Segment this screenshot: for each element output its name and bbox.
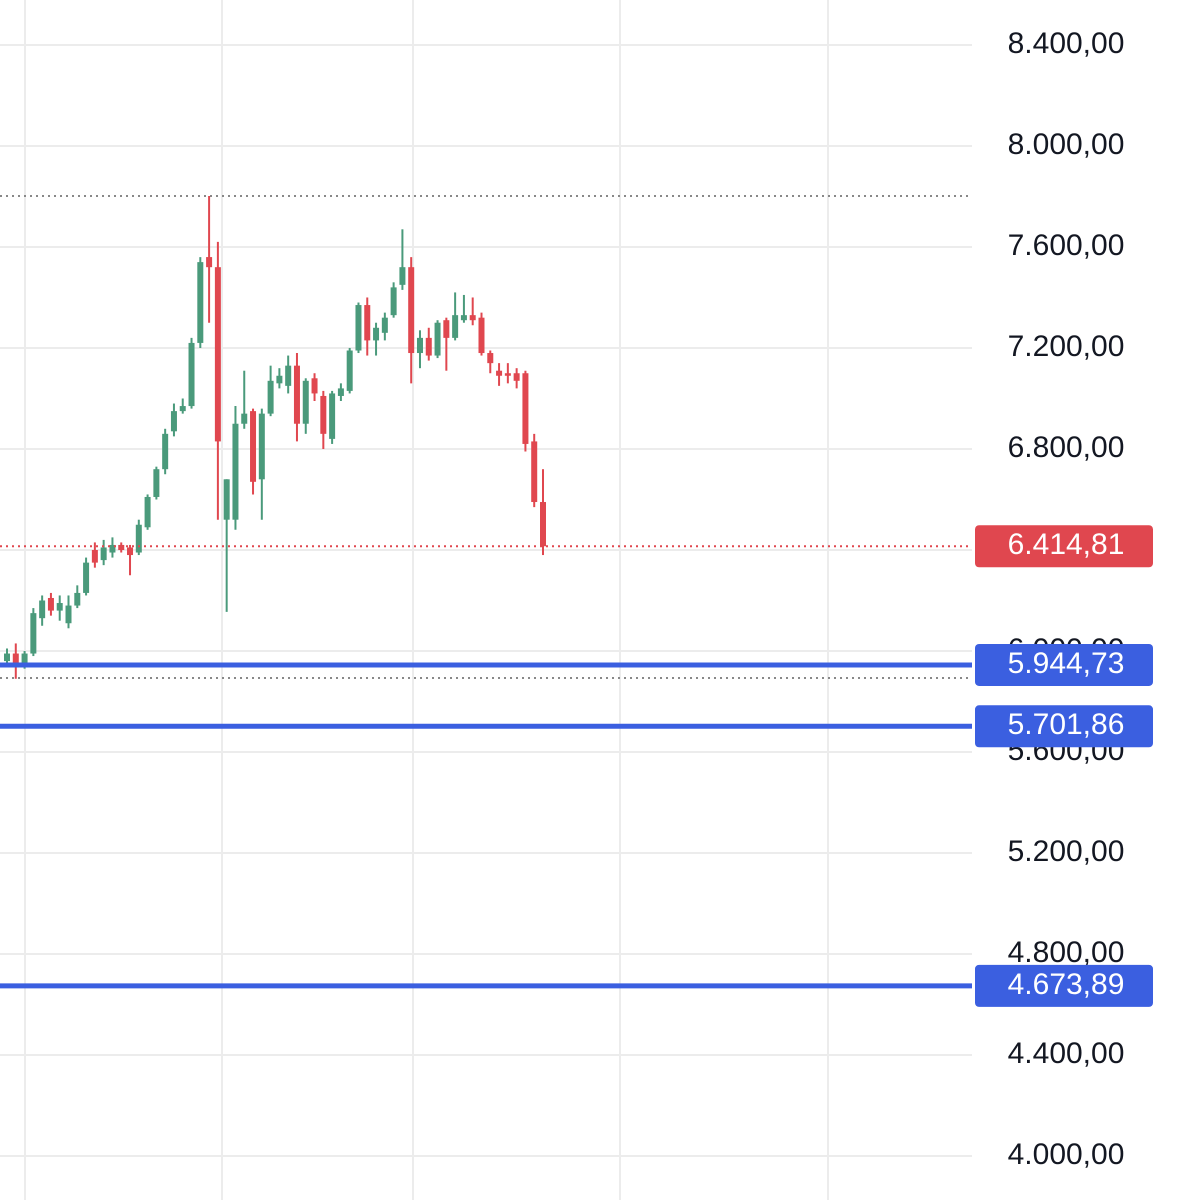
candle-body — [258, 413, 265, 480]
candle-body — [452, 315, 459, 338]
candle-body — [425, 337, 432, 356]
y-tick-label: 6.800,00 — [1008, 431, 1125, 464]
current-price-label: 6.414,81 — [1008, 528, 1125, 561]
y-tick-label: 5.200,00 — [1008, 835, 1125, 868]
candle-body — [416, 337, 423, 354]
candle-body — [127, 547, 134, 556]
candle-body — [496, 370, 503, 376]
candle-body — [311, 378, 318, 394]
candle-body — [293, 365, 300, 424]
candle-body — [197, 262, 204, 343]
candle-body — [100, 547, 107, 561]
candle-body — [47, 597, 54, 611]
candle-body — [346, 350, 353, 391]
candle-body — [206, 257, 213, 268]
candle-body — [373, 327, 380, 341]
candle-body — [21, 653, 28, 664]
candle-body — [337, 388, 344, 396]
candle-body — [460, 315, 467, 321]
candle-body — [478, 317, 485, 354]
candle-body — [443, 320, 450, 338]
candle-body — [241, 413, 248, 424]
candle-body — [109, 544, 116, 553]
candle-body — [504, 373, 511, 376]
candle-body — [4, 653, 10, 662]
y-tick-label: 4.000,00 — [1008, 1138, 1125, 1171]
candle-body — [355, 305, 362, 351]
candle-body — [302, 380, 309, 424]
candle-body — [408, 267, 415, 354]
y-tick-label: 4.800,00 — [1008, 936, 1125, 969]
y-tick-label: 8.400,00 — [1008, 27, 1125, 60]
y-tick-label: 7.600,00 — [1008, 229, 1125, 262]
candle-body — [83, 562, 90, 593]
time-grid — [24, 0, 829, 1200]
candle-body — [329, 393, 336, 439]
candle-body — [487, 353, 494, 364]
candle-body — [188, 342, 195, 407]
candle-body — [135, 524, 142, 553]
candle-body — [153, 469, 160, 497]
level-label: 5.701,86 — [1008, 708, 1125, 741]
level-badge — [975, 643, 1153, 686]
candle-body — [250, 411, 257, 482]
level-badge — [975, 705, 1153, 748]
level-label: 4.673,89 — [1008, 968, 1125, 1001]
candle-body — [522, 373, 529, 444]
candle-body — [56, 603, 63, 611]
candle-body — [469, 315, 476, 321]
candle-body — [399, 267, 406, 285]
candle-body — [65, 605, 72, 624]
candle-body — [531, 441, 538, 503]
candle-body — [214, 267, 221, 442]
candle-body — [170, 411, 177, 432]
candle-body — [39, 600, 46, 619]
candle-body — [540, 502, 546, 547]
candle-body — [320, 395, 327, 434]
candle-body — [12, 653, 19, 667]
candle-body — [276, 375, 283, 384]
candle-body — [267, 380, 274, 414]
candle-body — [74, 592, 81, 606]
candle-body — [30, 613, 37, 654]
candle-body — [434, 322, 441, 356]
candle-body — [232, 423, 239, 520]
current-price-badge — [975, 525, 1153, 568]
y-tick-label: 4.400,00 — [1008, 1037, 1125, 1070]
candle-body — [381, 317, 388, 333]
y-tick-label: 7.200,00 — [1008, 330, 1125, 363]
candle-body — [162, 433, 169, 470]
candle-body — [91, 550, 98, 563]
candle-body — [364, 305, 371, 341]
y-tick-label: 8.000,00 — [1008, 128, 1125, 161]
level-label: 5.944,73 — [1008, 647, 1125, 680]
candle-body — [285, 365, 292, 386]
candle-body — [118, 544, 125, 550]
candle-body — [144, 496, 151, 528]
candle-body — [223, 479, 230, 520]
candle-body — [513, 373, 520, 381]
level-badge — [975, 964, 1153, 1007]
candle-body — [179, 406, 186, 412]
candle-body — [390, 287, 397, 316]
